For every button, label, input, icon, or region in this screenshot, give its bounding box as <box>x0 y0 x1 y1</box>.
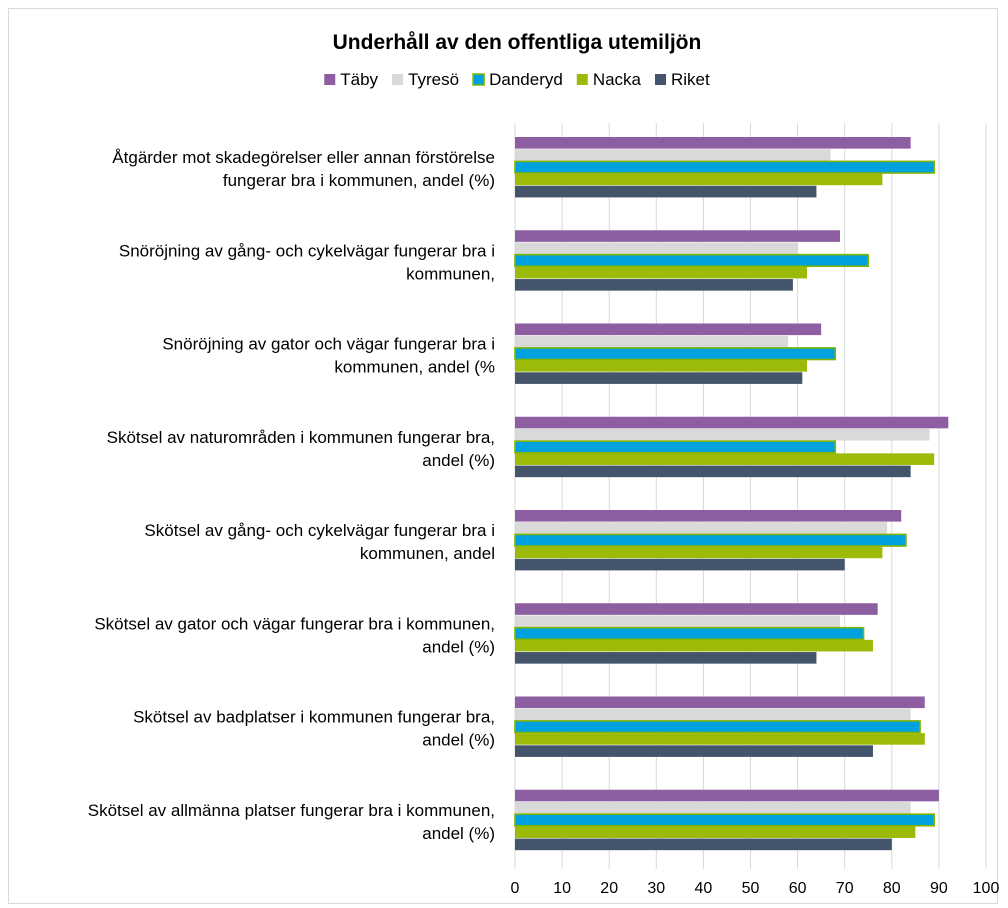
category-label-6-line-0: Skötsel av badplatser i kommunen fungera… <box>133 708 495 727</box>
x-tick-label-40: 40 <box>695 880 713 897</box>
legend: Täby Tyresö Danderyd Nacka Riket <box>324 70 710 89</box>
x-tick-label-10: 10 <box>553 880 571 897</box>
bar-tyres--2 <box>515 335 789 348</box>
bar-nacka-7 <box>515 826 916 838</box>
category-label-0-line-1: fungerar bra i kommunen, andel (%) <box>223 171 495 190</box>
bar-danderyd-5 <box>514 626 865 641</box>
legend-label-danderyd: Danderyd <box>489 70 563 89</box>
bar-tyres--0 <box>515 149 831 161</box>
category-label-2-line-0: Snöröjning av gator och vägar fungerar b… <box>162 335 495 354</box>
bar-t-by-1 <box>515 230 840 242</box>
x-tick-label-0: 0 <box>511 880 520 897</box>
chart-title: Underhåll av den offentliga utemiljön <box>333 31 702 54</box>
bar-tyres--5 <box>515 615 840 628</box>
bar-riket-4 <box>515 558 845 571</box>
category-labels: Åtgärder mot skadegörelser eller annan f… <box>88 148 495 843</box>
bar-danderyd-2 <box>514 347 837 361</box>
legend-swatch-danderyd <box>472 73 485 86</box>
legend-label-nacka: Nacka <box>593 70 642 89</box>
bar-t-by-4 <box>515 510 902 522</box>
bar-t-by-7 <box>515 789 939 802</box>
category-label-5-line-0: Skötsel av gator och vägar fungerar bra … <box>94 614 495 633</box>
category-label-6-line-1: andel (%) <box>422 731 495 750</box>
bar-danderyd-7 <box>514 813 935 827</box>
bar-nacka-2 <box>515 360 808 372</box>
bar-danderyd-6 <box>514 720 921 734</box>
category-label-0-line-0: Åtgärder mot skadegörelser eller annan f… <box>112 148 495 167</box>
bar-tyres--6 <box>515 708 911 721</box>
chart-frame: Underhåll av den offentliga utemiljön Tä… <box>8 8 999 904</box>
bar-t-by-2 <box>515 323 822 336</box>
x-tick-label-90: 90 <box>930 880 948 897</box>
bar-tyres--4 <box>515 522 888 534</box>
x-tick-label-50: 50 <box>742 880 760 897</box>
x-axis: 0 10 20 30 40 50 60 70 80 90 100 <box>511 880 999 897</box>
category-label-4-line-1: kommunen, andel <box>360 544 495 563</box>
bar-t-by-5 <box>515 603 878 615</box>
bar-nacka-1 <box>515 266 808 279</box>
bar-riket-0 <box>515 185 817 198</box>
bar-t-by-0 <box>515 137 911 149</box>
chart-svg: Underhåll av den offentliga utemiljön Tä… <box>88 31 999 897</box>
bar-danderyd-1 <box>514 253 870 268</box>
bar-tyres--3 <box>515 428 930 441</box>
bars <box>514 137 949 851</box>
bar-riket-2 <box>515 372 803 384</box>
bar-nacka-3 <box>515 453 935 465</box>
bar-riket-1 <box>515 279 793 291</box>
bar-danderyd-4 <box>514 533 907 547</box>
legend-swatch-riket <box>655 74 666 85</box>
category-label-1-line-1: kommunen, <box>406 264 495 283</box>
bar-t-by-3 <box>515 416 949 429</box>
x-tick-label-30: 30 <box>647 880 665 897</box>
x-tick-label-70: 70 <box>836 880 854 897</box>
category-label-7-line-0: Skötsel av allmänna platser fungerar bra… <box>88 801 495 820</box>
bar-danderyd-0 <box>514 160 935 174</box>
bar-nacka-6 <box>515 733 925 745</box>
legend-swatch-t-by <box>324 74 336 85</box>
category-label-5-line-1: andel (%) <box>422 637 495 656</box>
category-label-7-line-1: andel (%) <box>422 824 495 843</box>
legend-label-tyres-: Tyresö <box>408 70 459 89</box>
bar-riket-5 <box>515 652 817 664</box>
bar-t-by-6 <box>515 696 925 709</box>
bar-nacka-4 <box>515 546 883 559</box>
legend-swatch-nacka <box>576 74 588 85</box>
bar-danderyd-3 <box>514 440 837 454</box>
bar-riket-3 <box>515 465 911 478</box>
bar-riket-6 <box>515 745 873 757</box>
category-label-3-line-0: Skötsel av naturområden i kommunen funge… <box>107 428 495 447</box>
category-label-2-line-1: kommunen, andel (% <box>334 358 495 377</box>
x-tick-label-20: 20 <box>600 880 618 897</box>
bar-riket-7 <box>515 838 892 851</box>
x-tick-label-100: 100 <box>973 880 999 897</box>
legend-label-t-by: Täby <box>340 70 378 89</box>
x-tick-label-80: 80 <box>883 880 901 897</box>
bar-nacka-5 <box>515 639 873 652</box>
category-label-4-line-0: Skötsel av gång- och cykelvägar fungerar… <box>144 521 495 540</box>
x-tick-label-60: 60 <box>789 880 807 897</box>
category-label-3-line-1: andel (%) <box>422 451 495 470</box>
bar-tyres--7 <box>515 801 911 814</box>
legend-swatch-tyres- <box>392 74 404 85</box>
bar-tyres--1 <box>515 242 798 255</box>
legend-label-riket: Riket <box>671 70 710 89</box>
bar-nacka-0 <box>515 173 883 186</box>
category-label-1-line-0: Snöröjning av gång- och cykelvägar funge… <box>119 241 495 260</box>
